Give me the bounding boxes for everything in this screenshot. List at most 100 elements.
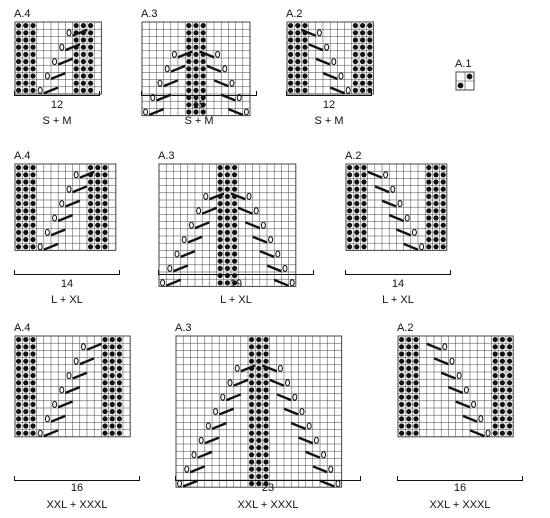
purl-dot	[102, 409, 108, 415]
purl-dot	[347, 229, 353, 235]
grid-group	[14, 21, 102, 95]
yarn-over-circle	[471, 400, 477, 408]
purl-dot	[102, 358, 108, 364]
decrease-slash	[57, 214, 74, 222]
purl-dot	[360, 87, 366, 93]
purl-dot	[256, 466, 262, 472]
purl-dot	[193, 80, 199, 86]
purl-dot	[440, 208, 446, 214]
purl-dot	[224, 201, 230, 207]
purl-dot	[88, 237, 94, 243]
purl-dot	[16, 59, 22, 65]
decrease-slash	[273, 278, 290, 287]
purl-dot	[88, 179, 94, 185]
purl-dot	[302, 44, 308, 50]
yarn-over-circle	[196, 207, 202, 215]
purl-dot	[16, 80, 22, 86]
chart-a2-xxl-xxxl: A.2	[397, 322, 537, 512]
purl-dot	[109, 373, 115, 379]
purl-dot	[249, 437, 255, 443]
purl-dot	[102, 351, 108, 357]
purl-dot	[440, 222, 446, 228]
purl-dot	[399, 358, 405, 364]
chart-title: A.3	[175, 322, 192, 334]
purl-dot	[249, 344, 255, 350]
purl-dot	[263, 416, 269, 422]
grid-group	[175, 335, 343, 488]
decrease-slash	[305, 450, 321, 459]
purl-dot	[295, 59, 301, 65]
purl-dot	[399, 409, 405, 415]
purl-dot	[116, 380, 122, 386]
purl-dot	[16, 351, 22, 357]
yarn-over-circle	[167, 264, 173, 272]
purl-dot	[88, 23, 94, 29]
purl-dot	[16, 337, 22, 343]
purl-dot	[116, 337, 122, 343]
purl-dot	[399, 351, 405, 357]
decrease-slash	[290, 422, 307, 430]
purl-dot	[288, 23, 294, 29]
purl-dot	[232, 215, 238, 221]
purl-dot	[217, 208, 223, 214]
decrease-slash	[180, 250, 196, 258]
purl-dot	[295, 66, 301, 72]
purl-dot	[354, 193, 360, 199]
purl-dot	[302, 59, 308, 65]
purl-dot	[354, 165, 360, 171]
purl-dot	[433, 165, 439, 171]
decrease-slash	[199, 50, 215, 59]
purl-dot	[288, 59, 294, 65]
purl-dot	[361, 172, 367, 178]
yarn-over-circle	[331, 58, 337, 66]
purl-dot	[352, 51, 358, 57]
yarn-over-circle	[234, 364, 240, 372]
purl-dot	[499, 344, 505, 350]
purl-dot	[217, 229, 223, 235]
purl-dot	[406, 409, 412, 415]
purl-dot	[30, 66, 36, 72]
purl-dot	[406, 380, 412, 386]
purl-dot	[507, 430, 513, 436]
purl-dot	[399, 430, 405, 436]
decrease-slash	[469, 429, 485, 438]
purl-dot	[102, 186, 108, 192]
yarn-over-circle	[188, 221, 194, 229]
purl-dot	[347, 186, 353, 192]
purl-dot	[249, 445, 255, 451]
yarn-over-circle	[316, 29, 322, 37]
purl-dot	[224, 179, 230, 185]
yarn-over-circle	[222, 65, 228, 73]
purl-dot	[186, 37, 192, 43]
purl-dot	[263, 387, 269, 393]
purl-dot	[295, 51, 301, 57]
yarn-over-circle	[37, 243, 43, 251]
purl-dot	[288, 66, 294, 72]
yarn-over-circle	[383, 171, 389, 179]
purl-dot	[263, 430, 269, 436]
chart-title: A.3	[158, 150, 175, 162]
purl-dot	[433, 229, 439, 235]
decrease-slash	[319, 479, 335, 488]
yarn-over-circle	[203, 192, 209, 200]
purl-dot	[232, 172, 238, 178]
purl-dot	[232, 208, 238, 214]
purl-dot	[193, 73, 199, 79]
decrease-slash	[308, 43, 324, 52]
purl-dot	[95, 208, 101, 214]
purl-dot	[256, 387, 262, 393]
purl-dot	[360, 73, 366, 79]
decrease-slash	[177, 50, 193, 59]
purl-dot	[217, 222, 223, 228]
purl-dot	[88, 208, 94, 214]
purl-dot	[263, 380, 269, 386]
purl-dot	[507, 337, 513, 343]
chart-a4-xxl-xxxl: A.4	[14, 322, 154, 512]
purl-dot	[440, 229, 446, 235]
purl-dot	[193, 102, 199, 108]
purl-dot	[217, 244, 223, 250]
yarn-over-circle	[335, 480, 341, 488]
yarn-over-circle	[243, 108, 249, 116]
purl-dot	[263, 473, 269, 479]
purl-dot	[492, 365, 498, 371]
